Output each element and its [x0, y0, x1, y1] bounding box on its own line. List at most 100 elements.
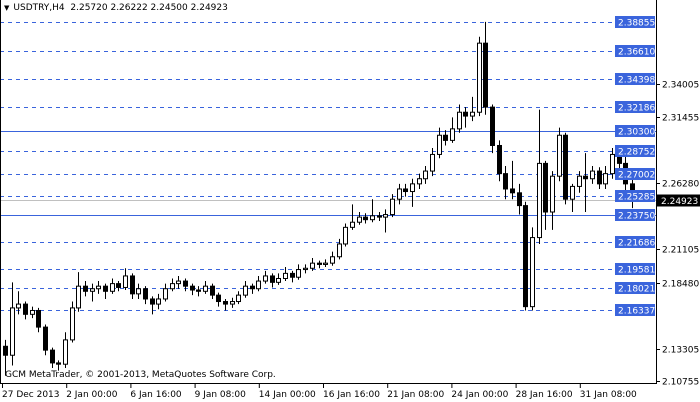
bull-candle-body [570, 185, 575, 200]
candle [163, 283, 168, 302]
bear-candle-body [83, 285, 88, 292]
bear-candle-body [510, 188, 515, 194]
level-price-box [615, 282, 655, 294]
candle [390, 194, 395, 218]
bear-candle-body [317, 262, 322, 265]
candle [90, 283, 95, 302]
bull-candle-body [437, 134, 442, 155]
price-tick-label: 2.13305 [662, 346, 699, 356]
candle [330, 251, 335, 266]
bull-candle-body [557, 134, 562, 177]
candle [70, 301, 75, 343]
level-price-box [615, 168, 655, 180]
bull-candle-body [70, 307, 75, 341]
candle [43, 324, 48, 356]
bear-candle-body [36, 309, 41, 328]
bull-candle-body [537, 162, 542, 239]
bear-candle-body [523, 205, 528, 308]
level-price-label: 2.16337 [618, 307, 655, 317]
candle [76, 272, 81, 312]
candle [63, 332, 68, 369]
time-tick-label: 24 Jan 00:00 [451, 390, 508, 400]
bear-candle-body [210, 285, 215, 296]
candle [250, 283, 255, 294]
price-tick-label: 2.10755 [662, 378, 699, 388]
candle [557, 127, 562, 182]
level-price-box [615, 16, 655, 28]
candle [463, 107, 468, 128]
bull-candle-body [417, 178, 422, 185]
candle [150, 296, 155, 315]
bull-candle-body [203, 285, 208, 292]
chart-header: ▼ USDTRY,H4 2.25720 2.26222 2.24500 2.249… [4, 3, 228, 13]
candle [230, 297, 235, 308]
bear-candle-body [183, 280, 188, 287]
candle [236, 291, 241, 305]
candle [523, 201, 528, 311]
bear-candle-body [363, 216, 368, 221]
bear-candle-body [150, 298, 155, 305]
candle [377, 211, 382, 221]
candle [130, 273, 135, 299]
candle [610, 148, 615, 179]
price-axis[interactable]: 2.34005 2.31455 2.26280 2.21105 2.18480 2.133… [656, 81, 699, 388]
candle [517, 183, 522, 215]
bull-candle-body [163, 288, 168, 300]
level-price-label: 2.36610 [618, 48, 655, 58]
time-tick-label: 31 Jan 08:00 [580, 390, 637, 400]
copyright-text: GCM MetaTrader, © 2001-2013, MetaQuotes … [5, 370, 276, 380]
candle [103, 283, 108, 299]
price-tick-label: 2.18480 [662, 280, 699, 290]
level-price-label: 2.28752 [618, 148, 655, 158]
level-price-label: 2.30300 [618, 128, 655, 138]
triangle-down-icon[interactable]: ▼ [4, 4, 10, 12]
bear-candle-body [23, 303, 28, 315]
candle [457, 104, 462, 133]
candle [597, 167, 602, 189]
bear-candle-body [403, 188, 408, 193]
bear-candle-body [216, 294, 221, 303]
bear-candle-body [223, 301, 228, 305]
bull-candle-body [136, 288, 141, 295]
bull-candle-body [283, 272, 288, 280]
bear-candle-body [597, 170, 602, 185]
candle [443, 130, 448, 146]
time-axis[interactable]: 27 Dec 2013 2 Jan 00:00 6 Jan 16:00 9 Jan 0… [2, 384, 637, 400]
candle [477, 36, 482, 117]
bull-candle-body [343, 226, 348, 245]
candle [116, 281, 121, 292]
bull-candle-body [296, 269, 301, 278]
bull-candle-body [96, 285, 101, 290]
candle [577, 171, 582, 193]
bear-candle-body [270, 275, 275, 283]
bear-candle-body [290, 272, 295, 278]
time-tick-label: 27 Dec 2013 [2, 390, 60, 400]
level-price-box [615, 304, 655, 316]
level-price-box [615, 263, 655, 275]
bull-candle-body [323, 262, 328, 265]
candle [563, 132, 568, 205]
level-price-label: 2.32186 [618, 104, 655, 114]
time-tick-label: 14 Jan 00:00 [259, 390, 316, 400]
bull-candle-body [243, 285, 248, 296]
bull-candle-body [123, 275, 128, 288]
candle [370, 199, 375, 223]
bear-candle-body [490, 106, 495, 146]
bull-candle-body [236, 294, 241, 303]
candle [210, 283, 215, 299]
bear-candle-body [250, 285, 255, 290]
candle [16, 291, 21, 315]
candle [190, 283, 195, 296]
bear-candle-body [543, 162, 548, 213]
candle [303, 264, 308, 274]
candle [450, 117, 455, 143]
candle [337, 238, 342, 260]
candle [383, 209, 388, 233]
candle [570, 183, 575, 212]
time-tick-label: 6 Jan 16:00 [130, 390, 182, 400]
candle [50, 347, 55, 369]
level-price-box [615, 73, 655, 85]
bear-candle-body [190, 285, 195, 291]
bull-candle-body [276, 278, 281, 283]
